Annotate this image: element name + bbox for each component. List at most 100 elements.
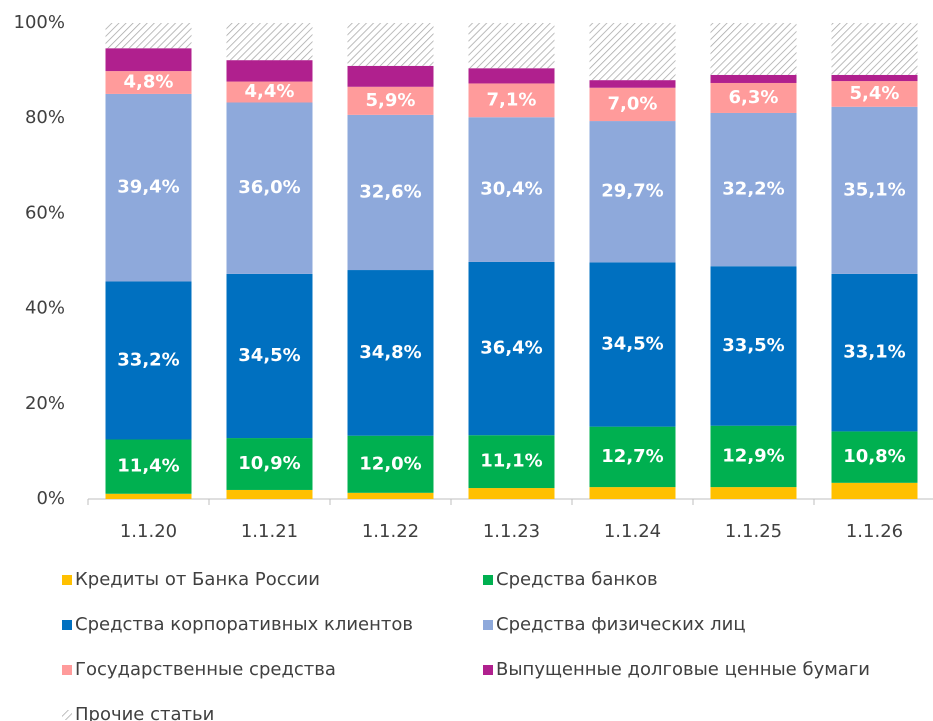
legend-swatch	[483, 620, 493, 630]
bar-segment	[831, 81, 918, 107]
bar-segment	[589, 80, 676, 88]
y-tick-label: 40%	[25, 298, 65, 319]
data-label: 10,8%	[843, 446, 905, 467]
data-label: 35,1%	[843, 179, 905, 200]
legend-label: Средства корпоративных клиентов	[75, 614, 413, 635]
x-tick-label: 1.1.25	[725, 521, 782, 542]
bar-segment	[347, 492, 434, 499]
data-label: 12,7%	[601, 446, 663, 467]
legend-label: Прочие статьи	[75, 704, 214, 721]
y-tick-label: 60%	[25, 202, 65, 223]
data-label: 34,5%	[238, 345, 300, 366]
y-tick-label: 20%	[25, 393, 65, 414]
legend-swatch	[483, 575, 493, 585]
bar-segment	[468, 68, 555, 84]
bar-segment	[468, 488, 555, 499]
data-label: 4,8%	[124, 72, 174, 93]
legend-label: Кредиты от Банка России	[75, 569, 320, 590]
x-tick-label: 1.1.20	[120, 521, 177, 542]
x-tick-label: 1.1.21	[241, 521, 298, 542]
legend-swatch	[62, 710, 72, 720]
data-label: 36,0%	[238, 177, 300, 198]
data-label: 33,2%	[117, 349, 179, 370]
bar-segment	[105, 493, 192, 499]
legend-swatch	[62, 575, 72, 585]
bar-segment	[589, 23, 676, 81]
bar-segment	[589, 262, 676, 427]
x-tick-label: 1.1.23	[483, 521, 540, 542]
bar-segment	[468, 83, 555, 118]
data-label: 5,9%	[366, 90, 416, 111]
data-label: 4,4%	[245, 81, 295, 102]
legend-label: Выпущенные долговые ценные бумаги	[496, 659, 870, 680]
bar-segment	[347, 114, 434, 271]
y-tick-label: 100%	[14, 12, 65, 33]
bar-segment	[710, 425, 797, 488]
bar-segment	[105, 48, 192, 72]
bar-segment	[468, 261, 555, 436]
legend-label: Средства физических лиц	[496, 614, 746, 635]
data-label: 32,6%	[359, 181, 421, 202]
bar-segment	[226, 60, 313, 82]
data-label: 30,4%	[480, 179, 542, 200]
bar-segment	[347, 435, 434, 493]
bar-segment	[831, 273, 918, 432]
bar-segment	[105, 439, 192, 494]
data-label: 39,4%	[117, 177, 179, 198]
bar-segment	[589, 487, 676, 499]
bar-segment	[589, 426, 676, 488]
bar-segment	[589, 87, 676, 122]
data-label: 12,9%	[722, 445, 784, 466]
legend-label: Государственные средства	[75, 659, 336, 680]
bar-segment	[831, 431, 918, 483]
data-label: 36,4%	[480, 338, 542, 359]
data-label: 33,5%	[722, 335, 784, 356]
bar-segment	[468, 23, 555, 69]
legend-swatch	[62, 620, 72, 630]
bar-segment	[105, 281, 192, 440]
bar-segment	[347, 86, 434, 115]
y-tick-label: 80%	[25, 107, 65, 128]
bar-segment	[226, 438, 313, 490]
data-label: 11,1%	[480, 451, 542, 472]
legend-swatch	[483, 665, 493, 675]
bar-segment	[831, 74, 918, 82]
y-tick-label: 0%	[36, 488, 65, 509]
bar-segment	[710, 266, 797, 426]
bar-segment	[831, 482, 918, 499]
bar-segment	[105, 71, 192, 94]
data-label: 33,1%	[843, 342, 905, 363]
data-label: 11,4%	[117, 456, 179, 477]
bar-segment	[226, 102, 313, 274]
data-label: 34,5%	[601, 334, 663, 355]
bar-segment	[226, 81, 313, 103]
data-label: 7,0%	[608, 93, 658, 114]
bar-segment	[589, 121, 676, 263]
bar-segment	[831, 23, 918, 75]
x-tick-label: 1.1.22	[362, 521, 419, 542]
data-label: 10,9%	[238, 453, 300, 474]
data-label: 6,3%	[729, 87, 779, 108]
bar-segment	[831, 106, 918, 274]
bar-segment	[105, 23, 192, 49]
bar-segment	[710, 82, 797, 113]
legend-swatch	[62, 665, 72, 675]
bar-segment	[468, 117, 555, 262]
bar-segment	[347, 23, 434, 66]
bar-segment	[226, 273, 313, 439]
data-label: 32,2%	[722, 179, 784, 200]
bar-segment	[347, 270, 434, 436]
bar-segment	[226, 489, 313, 499]
bar-segment	[226, 23, 313, 61]
legend-label: Средства банков	[496, 569, 658, 590]
bar-segment	[468, 435, 555, 489]
data-label: 29,7%	[601, 181, 663, 202]
data-label: 34,8%	[359, 342, 421, 363]
bar-segment	[710, 487, 797, 499]
data-label: 5,4%	[850, 83, 900, 104]
data-label: 7,1%	[487, 89, 537, 110]
bar-segment	[710, 23, 797, 75]
bar-segment	[710, 112, 797, 267]
data-label: 12,0%	[359, 453, 421, 474]
